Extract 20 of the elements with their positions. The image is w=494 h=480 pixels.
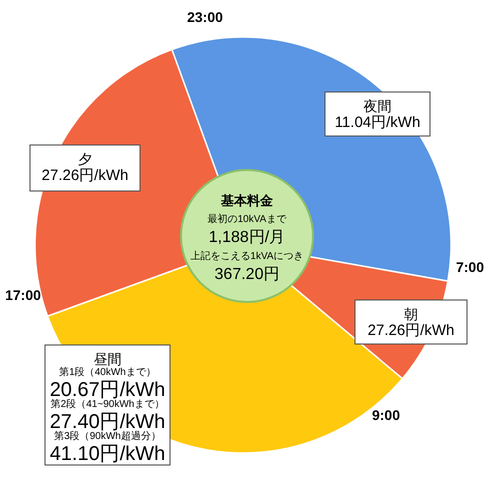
text: 11.04円/kWh: [334, 114, 420, 131]
slice-label: 夕: [78, 151, 92, 167]
text: 27.26円/kWh: [368, 322, 454, 339]
text: 27.26円/kWh: [42, 167, 128, 184]
text: 基本料金: [220, 193, 274, 208]
slice-label: 夜間: [364, 98, 392, 114]
text: 367.20円: [214, 266, 280, 283]
text: 第1段（40kWhまで）: [59, 366, 156, 378]
text: 最初の10kVAまで: [208, 213, 288, 225]
text: 上記をこえる1kVAにつき: [190, 250, 304, 262]
text: 1,188円/月: [208, 229, 286, 246]
text: 9:00: [372, 407, 400, 423]
text: 第3段（90kWh超過分）: [54, 430, 161, 442]
slice-label: 朝: [404, 306, 418, 322]
slice-label: 昼間: [94, 351, 122, 367]
text: 23:00: [187, 9, 224, 25]
text: 17:00: [5, 287, 42, 303]
text: 41.10円/kWh: [50, 443, 166, 465]
text: 第2段（41~90kWhまで）: [50, 398, 164, 410]
text: 7:00: [456, 259, 484, 275]
